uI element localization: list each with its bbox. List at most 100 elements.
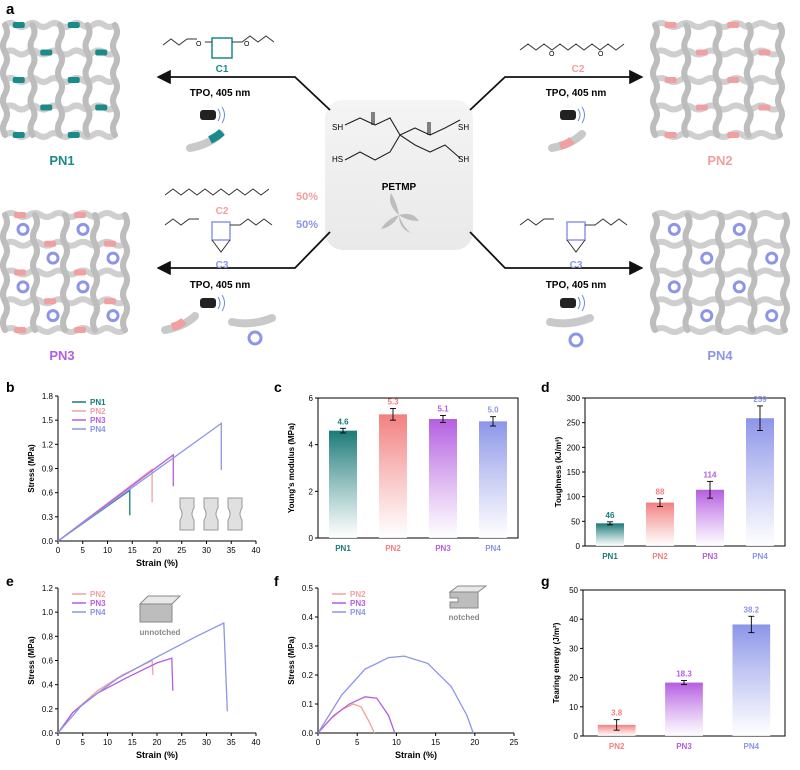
y-tick-label: 0.9 <box>42 465 54 474</box>
arrow-label-pn1: TPO, 405 nm <box>190 88 251 99</box>
ratio-c3: 50% <box>296 219 318 231</box>
crosslink-segment <box>12 22 25 28</box>
y-tick-label: 0.1 <box>302 700 314 709</box>
ring-pn4 <box>568 332 584 348</box>
bar-pn1 <box>596 523 624 546</box>
bar-pn3 <box>429 419 457 538</box>
category-label-pn3: PN3 <box>676 742 692 751</box>
value-label-pn4: 38.2 <box>744 605 760 614</box>
ring-unit <box>700 251 714 265</box>
x-tick-label: 20 <box>470 738 479 747</box>
strand-pn4 <box>546 314 594 328</box>
lamp-icon-pn2 <box>560 106 585 124</box>
chart-b: b 0 5 10 15 20 25 30 35 40 0.0 0.3 0.6 0.9 1.2 1.5 1.8 St… <box>6 379 261 568</box>
crosslink-segment <box>40 104 53 111</box>
legend-label-pn1: PN1 <box>90 398 106 407</box>
crosslink-segment <box>695 49 708 56</box>
y-tick-label: 0.8 <box>42 632 54 641</box>
y-axis-label: Stress (MPa) <box>27 636 36 685</box>
panel-label-e: e <box>6 573 14 589</box>
c1-o-right: O <box>244 41 250 48</box>
network-strand-v <box>715 212 725 333</box>
y-tick-label: 50 <box>569 586 578 595</box>
x-tick-label: 15 <box>128 546 137 555</box>
panel-label-d: d <box>541 379 550 395</box>
x-tick-label: 0 <box>56 738 61 747</box>
network-label-pn2: PN2 <box>707 153 732 168</box>
network-strand-v <box>0 22 10 138</box>
category-label-pn4: PN4 <box>744 742 760 751</box>
petmp-star-icon <box>381 193 419 233</box>
chart-e: e 0 5 10 15 20 25 30 35 40 0.0 0.2 0.4 0.6 0.8 1.0 1.2 St… <box>6 573 261 760</box>
x-tick-label: 20 <box>153 546 162 555</box>
y-tick-label: 0.2 <box>302 671 314 680</box>
network-strand-v <box>60 212 70 333</box>
x-tick-label: 0 <box>316 738 321 747</box>
y-tick-label: 100 <box>567 493 581 502</box>
network-strand-v <box>0 212 10 333</box>
category-label-pn2: PN2 <box>385 544 401 553</box>
c3-label-right: C3 <box>570 260 583 271</box>
series-line-pn3 <box>57 453 174 542</box>
crosslink-segment <box>74 269 86 276</box>
crosslink-segment <box>727 22 740 28</box>
y-tick-label: 0.4 <box>42 681 54 690</box>
value-label-pn2: 5.3 <box>387 398 399 407</box>
notched-label: notched <box>448 613 479 622</box>
y-tick-label: 1.2 <box>42 440 54 449</box>
panel-label-f: f <box>274 573 279 589</box>
network-strand-v <box>120 212 130 333</box>
network-strand-v <box>55 22 65 138</box>
y-tick-label: 300 <box>567 394 581 403</box>
bar-pn4 <box>732 624 771 736</box>
ring-unit <box>46 309 60 323</box>
ring-unit <box>16 222 30 236</box>
value-label-pn3: 114 <box>704 470 717 479</box>
panel-label-g: g <box>541 573 550 589</box>
x-tick-label: 40 <box>252 738 261 747</box>
unnotched-specimen-icon <box>138 595 182 605</box>
network-label-pn1: PN1 <box>49 153 74 168</box>
crosslink-segment <box>44 298 56 305</box>
category-label-pn1: PN1 <box>335 544 351 553</box>
crosslink-segment <box>664 77 677 83</box>
y-axis-label: Stress (MPa) <box>287 636 296 685</box>
value-label-pn2: 88 <box>656 488 665 497</box>
ring-unit <box>732 280 746 294</box>
y-tick-label: 40 <box>569 615 578 624</box>
x-tick-label: 40 <box>252 546 261 555</box>
y-tick-label: 0.0 <box>42 729 54 738</box>
lamp-icon-pn1 <box>200 106 225 124</box>
crosslink-segment <box>44 240 56 247</box>
network-strand-v <box>90 212 100 333</box>
y-tick-label: 20 <box>569 674 578 683</box>
c3-structure-right <box>519 218 628 253</box>
crosslink-segment <box>104 240 116 247</box>
y-axis-label: Young's modulus (MPa) <box>287 423 296 514</box>
ratio-c2: 50% <box>296 191 318 203</box>
network-strand-v <box>30 212 40 333</box>
crosslink-segment <box>12 77 25 83</box>
strand-pn1-seg <box>208 129 225 144</box>
value-label-pn2: 3.8 <box>611 709 623 718</box>
y-tick-label: 1.5 <box>42 416 54 425</box>
series-line-pn3 <box>57 657 174 734</box>
ring-unit <box>667 222 681 236</box>
notched-specimen-face <box>449 591 479 609</box>
x-tick-label: 25 <box>177 546 186 555</box>
bar-pn4 <box>746 418 774 546</box>
network-strand-v <box>82 22 93 138</box>
bar-pn2 <box>379 414 407 538</box>
arrow-label-pn2: TPO, 405 nm <box>546 88 607 99</box>
y-tick-label: 0.6 <box>42 657 54 666</box>
x-tick-label: 15 <box>128 738 137 747</box>
legend-label-pn2: PN2 <box>90 407 106 416</box>
x-tick-label: 5 <box>355 738 360 747</box>
x-tick-label: 5 <box>81 546 86 555</box>
network-strand-v <box>650 212 660 333</box>
y-tick-label: 4 <box>309 441 314 450</box>
series-line-pn4 <box>317 655 474 734</box>
crosslink-segment <box>95 49 108 56</box>
value-label-pn1: 4.6 <box>337 417 349 426</box>
x-tick-label: 25 <box>177 738 186 747</box>
